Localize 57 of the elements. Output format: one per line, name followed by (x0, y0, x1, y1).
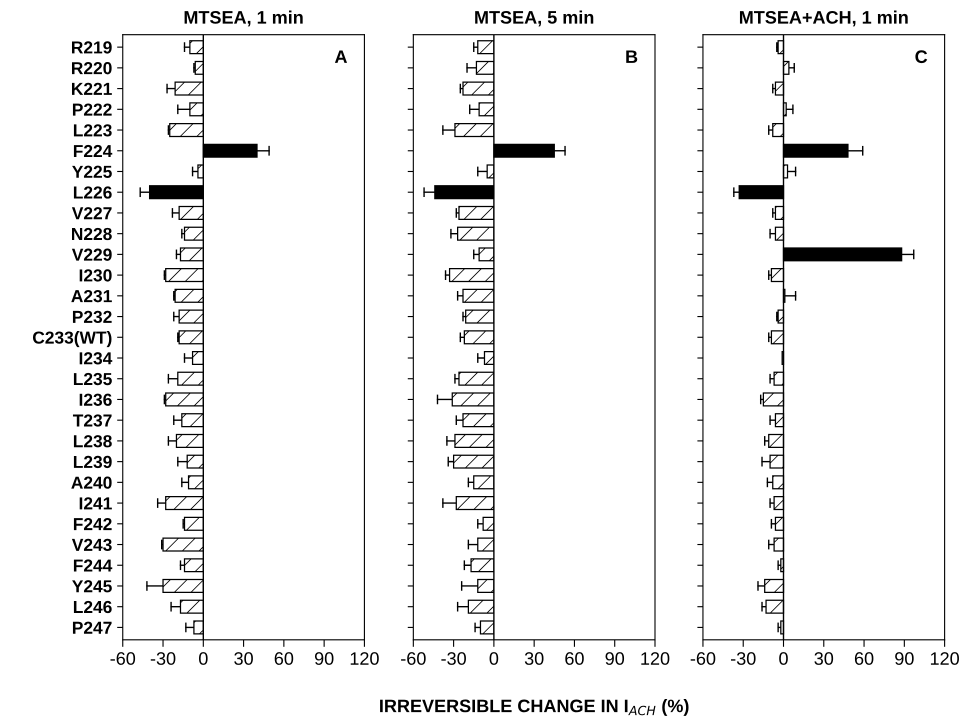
y-tick-label: V227 (72, 207, 112, 220)
y-tick-label: F242 (74, 518, 112, 530)
x-tick-label: 120 (350, 652, 379, 665)
annotation: C (915, 50, 928, 64)
y-tick-label: I241 (80, 497, 112, 510)
x-tick-label: 90 (895, 652, 914, 665)
x-tick-label: 60 (565, 652, 584, 665)
chart-title: MTSEA+ACH, 1 min (740, 10, 908, 26)
y-tick-label: Y225 (72, 166, 112, 178)
x-tick-label: 0 (779, 652, 788, 665)
x-tick-label: 120 (930, 652, 959, 665)
x-tick-label: 0 (198, 652, 208, 665)
y-tick-label: F244 (74, 559, 112, 572)
annotation: B (626, 50, 638, 63)
y-tick-label: C233(WT) (32, 330, 112, 348)
y-tick-label: L246 (74, 600, 112, 614)
x-tick-label: 0 (490, 652, 498, 665)
y-tick-label: V229 (72, 248, 112, 261)
annotation: A (334, 50, 348, 63)
y-tick-label: P247 (72, 622, 112, 634)
y-tick-label: R220 (72, 62, 112, 74)
x-tick-label: 120 (641, 652, 670, 665)
x-tick-label: -30 (441, 652, 466, 665)
x-tick-label: 60 (274, 652, 294, 665)
y-tick-label: L226 (74, 186, 112, 199)
y-tick-label: T237 (72, 414, 112, 427)
x-axis-title: IRREVERSIBLE CHANGE IN I$_{ACH}$ (%) (380, 699, 689, 716)
y-tick-label: A240 (71, 476, 112, 489)
y-tick-label: A231 (71, 290, 112, 302)
y-tick-label: L223 (74, 124, 112, 137)
y-tick-label: I236 (80, 394, 112, 406)
y-tick-label: I230 (80, 269, 112, 282)
x-tick-label: -60 (110, 652, 136, 665)
y-tick-label: R219 (72, 41, 112, 54)
y-tick-label: Y245 (72, 580, 112, 592)
x-tick-label: 30 (524, 652, 544, 665)
y-tick-label: L238 (74, 435, 112, 448)
y-tick-label: L235 (74, 372, 112, 386)
y-tick-label: L239 (74, 456, 112, 468)
x-tick-label: 90 (314, 652, 334, 665)
x-tick-label: -60 (690, 652, 716, 665)
x-tick-label: -60 (401, 652, 426, 665)
y-tick-label: I234 (80, 352, 112, 364)
y-tick-label: N228 (72, 228, 112, 240)
chart-title: MTSEA, 1 min (184, 10, 303, 26)
y-tick-label: P222 (72, 103, 112, 116)
y-tick-label: P232 (72, 310, 112, 324)
x-tick-label: 30 (814, 652, 834, 665)
y-tick-label: F224 (74, 144, 112, 158)
x-tick-label: -30 (730, 652, 756, 665)
x-tick-label: -30 (150, 652, 176, 665)
y-tick-label: K221 (72, 82, 112, 95)
x-tick-label: 60 (854, 652, 874, 665)
x-tick-label: 90 (606, 652, 624, 665)
chart-title: MTSEA, 5 min (475, 10, 594, 26)
x-tick-label: 30 (234, 652, 253, 665)
y-tick-label: V243 (72, 538, 112, 552)
